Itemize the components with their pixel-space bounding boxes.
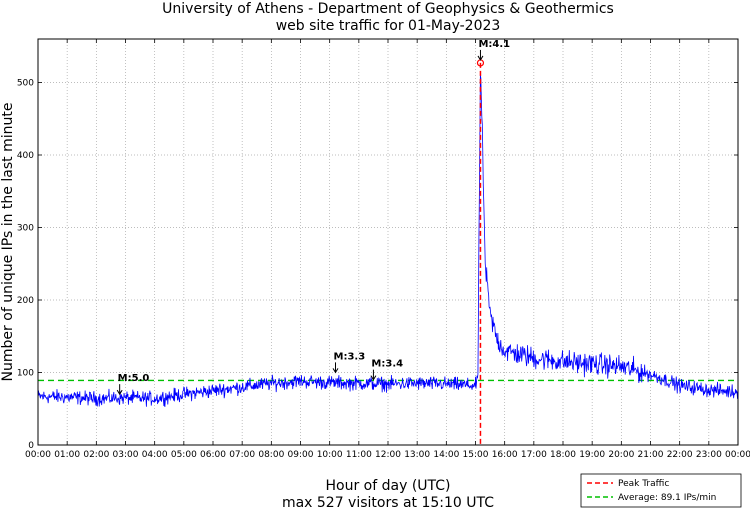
x-tick-label: 16:00 (492, 450, 518, 460)
x-tick-label: 06:00 (200, 450, 226, 460)
chart-title-line2: web site traffic for 01-May-2023 (276, 18, 501, 34)
x-tick-label: 00:00 (25, 450, 51, 460)
x-tick-label: 17:00 (521, 450, 547, 460)
x-tick-label: 07:00 (229, 450, 255, 460)
x-tick-label: 14:00 (433, 450, 459, 460)
x-tick-labels: 00:00 01:00 02:00 03:00 04:00 05:00 06:00 07:00… (25, 450, 750, 460)
legend: Peak Traffic Average: 89.1 IPs/min (580, 473, 742, 508)
y-tick-label: 400 (17, 151, 34, 161)
x-tick-label: 21:00 (638, 450, 664, 460)
grid-lines (37, 39, 739, 446)
annotations-group: M:5.0 M:3.3 M:3.4 M:4.1 (116, 39, 510, 396)
max-visitors-footer: max 527 visitors at 15:10 UTC (282, 495, 494, 511)
annotation-arrowhead (116, 389, 123, 396)
y-tick-label: 0 (28, 441, 34, 451)
x-tick-label: 12:00 (375, 450, 401, 460)
x-tick-label: 03:00 (113, 450, 139, 460)
annotation-label: M:4.1 (478, 39, 510, 50)
x-tick-label: 11:00 (346, 450, 372, 460)
plot-frame (37, 38, 739, 446)
annotation-label: M:3.4 (371, 359, 403, 370)
traffic-series-line (37, 74, 739, 407)
x-tick-label: 23:00 (696, 450, 722, 460)
x-tick-label: 22:00 (667, 450, 693, 460)
annotation-arrowhead (332, 368, 339, 374)
x-tick-label: 13:00 (404, 450, 430, 460)
x-tick-label: 10:00 (317, 450, 343, 460)
annotation-label: M:5.0 (118, 373, 150, 384)
x-tick-label: 05:00 (171, 450, 197, 460)
x-tick-label: 08:00 (258, 450, 284, 460)
annotation-label: M:3.3 (334, 351, 366, 362)
annotation-arrowhead (370, 375, 377, 381)
chart-title-line1: University of Athens - Department of Geo… (162, 1, 614, 17)
annotation-arrowhead (477, 55, 484, 61)
legend-peak-label: Peak Traffic (618, 479, 669, 489)
x-tick-label: 18:00 (550, 450, 576, 460)
x-tick-label: 20:00 (608, 450, 634, 460)
y-tick-label: 500 (17, 79, 34, 89)
x-tick-label: 15:00 (463, 450, 489, 460)
y-tick-labels: 0 100 200 300 400 500 (17, 79, 34, 452)
y-axis-label: Number of unique IPs in the last minute (0, 103, 16, 382)
x-tick-label: 01:00 (54, 450, 80, 460)
x-tick-label: 02:00 (83, 450, 109, 460)
x-axis-label: Hour of day (UTC) (326, 478, 451, 494)
legend-average-label: Average: 89.1 IPs/min (618, 493, 716, 503)
legend-box (580, 473, 742, 508)
y-tick-label: 300 (17, 224, 34, 234)
x-tick-label: 19:00 (579, 450, 605, 460)
traffic-series-group (37, 74, 739, 407)
x-tick-label: 09:00 (288, 450, 314, 460)
y-tick-label: 100 (17, 369, 34, 379)
y-tick-label: 200 (17, 296, 34, 306)
x-tick-label: 04:00 (142, 450, 168, 460)
x-tick-label: 00:00 (725, 450, 750, 460)
